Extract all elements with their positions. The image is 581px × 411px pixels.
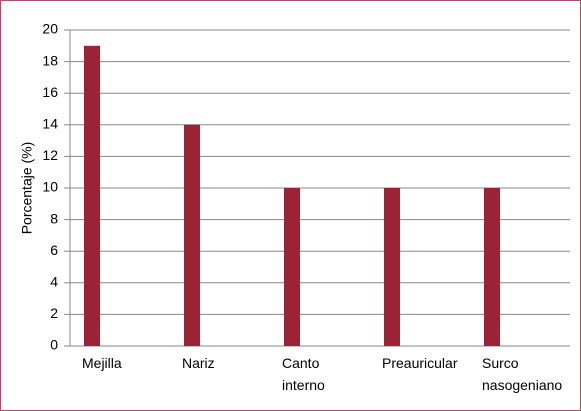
x-tick-label-line: Canto: [282, 355, 320, 371]
x-tick-label: Surco nasogeniano: [482, 355, 562, 393]
y-tick-label: 4: [50, 274, 58, 290]
bar: [184, 124, 200, 346]
bar: [84, 45, 100, 347]
y-tick-label: 20: [42, 21, 58, 37]
y-axis-label: Porcentaje (%): [19, 142, 35, 235]
y-tick-label: 12: [42, 147, 58, 163]
y-tick-label: 18: [42, 52, 58, 68]
x-tick-label-line: nasogeniano: [482, 377, 562, 393]
y-tick-label: 14: [42, 116, 58, 132]
y-tick-label: 8: [50, 210, 58, 226]
x-tick-label-line: interno: [282, 377, 325, 393]
bar: [284, 188, 300, 346]
y-tick-label: 6: [50, 242, 58, 258]
bar: [384, 188, 400, 346]
y-tick-label: 0: [50, 337, 58, 353]
y-tick-label: 16: [42, 84, 58, 100]
x-tick-label: Nariz: [182, 355, 215, 371]
y-tick-label: 2: [50, 305, 58, 321]
y-tick-label: 10: [42, 179, 58, 195]
x-tick-label-line: Surco: [482, 355, 519, 371]
x-tick-label: Preauricular: [382, 355, 458, 371]
bar: [484, 188, 500, 346]
x-tick-label: Canto interno: [282, 355, 325, 393]
x-tick-label: Mejilla: [82, 355, 122, 371]
